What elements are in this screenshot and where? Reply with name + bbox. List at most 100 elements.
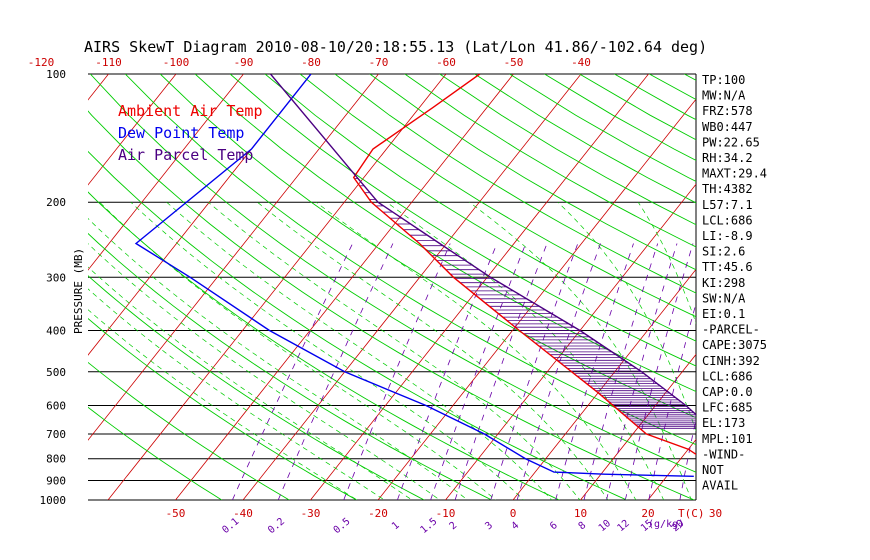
cape-hatching xyxy=(354,178,696,430)
dry-adiabat-line xyxy=(88,110,695,500)
mixing-ratio-tick-label: 4 xyxy=(510,520,522,532)
index-item: TT:45.6 xyxy=(702,260,753,274)
index-item: SI:2.6 xyxy=(702,245,745,259)
moist-adiabat-line xyxy=(166,201,553,500)
dry-adiabat-line xyxy=(334,74,696,294)
moist-adiabat-line xyxy=(315,201,637,500)
dry-adiabat-line xyxy=(159,74,696,419)
moist-adiabat-line xyxy=(557,201,696,432)
index-item: LCL:686 xyxy=(702,369,753,383)
index-item: L57:7.1 xyxy=(702,198,753,212)
pressure-ticks: 100 200 300 400 500 600 700 800 900 1000 xyxy=(40,68,67,507)
mixing-ratio-line xyxy=(232,243,353,500)
moist-adiabat-line xyxy=(88,309,358,500)
index-item: RH:34.2 xyxy=(702,151,753,165)
moist-adiabat-line xyxy=(130,201,525,500)
index-item: MW:N/A xyxy=(702,89,746,103)
mixing-ratio-line xyxy=(277,243,394,500)
mixing-ratio-tick-label: 8 xyxy=(577,520,589,532)
index-item: AVAIL xyxy=(702,479,738,493)
top-temp-tick-label: -110 xyxy=(95,56,122,69)
series-line-dew-point-temp xyxy=(134,74,694,477)
mixing-ratio-line xyxy=(454,243,548,500)
top-temp-tick-label: -80 xyxy=(301,56,321,69)
index-item: LFC:685 xyxy=(702,401,753,415)
dry-adiabat-line xyxy=(299,74,696,318)
isotherm-line xyxy=(445,183,696,500)
mixing-ratio-line xyxy=(430,243,527,500)
isotherm-line xyxy=(88,74,379,441)
mixing-ratio-line xyxy=(490,243,579,500)
index-item: LI:-8.9 xyxy=(702,229,753,243)
mixing-ratio-tick-label: 1 xyxy=(390,520,402,532)
dry-adiabat-line xyxy=(88,150,627,500)
dry-adiabat-line xyxy=(88,275,425,500)
dry-adiabat-line xyxy=(404,74,696,248)
top-temperature-ticks: -120 -110 -100 -90 -80 -70 -60 -50 -40 xyxy=(28,56,591,69)
bottom-temp-tick-label: -10 xyxy=(436,507,456,520)
bottom-temperature-ticks: -50 -40 -30 -20 -10 0 10 20 30 xyxy=(166,507,723,520)
index-item: EL:173 xyxy=(702,416,745,430)
mixing-ratio-line xyxy=(555,243,634,500)
dry-adiabat-line xyxy=(88,361,290,500)
mixing-ratio-line xyxy=(758,244,805,501)
legend-entry: Air Parcel Temp xyxy=(118,146,253,164)
index-item: PW:22.65 xyxy=(702,135,760,149)
pressure-tick-label: 700 xyxy=(46,428,66,441)
index-item: CAPE:3075 xyxy=(702,338,767,352)
y-axis-label: PRESSURE (MB) xyxy=(72,248,85,334)
index-item: EI:0.1 xyxy=(702,307,745,321)
mixing-ratio-tick-label: 0.5 xyxy=(332,516,353,536)
top-temp-tick-label: -40 xyxy=(571,56,591,69)
index-item: -PARCEL- xyxy=(702,323,760,337)
moist-adiabat-line xyxy=(637,202,696,325)
pressure-tick-label: 300 xyxy=(46,271,66,284)
index-item: TP:100 xyxy=(702,73,745,87)
top-temp-tick-label: -50 xyxy=(504,56,524,69)
top-temp-tick-label: -100 xyxy=(163,56,190,69)
legend-entry: Ambient Air Temp xyxy=(118,102,263,120)
isotherm-line xyxy=(88,74,177,186)
bottom-temp-tick-label: 30 xyxy=(709,507,722,520)
isotherm-line xyxy=(580,353,696,500)
moist-adiabat-line xyxy=(386,201,665,500)
dry-adiabat-line xyxy=(194,74,696,393)
legend-entry: Dew Point Temp xyxy=(118,124,244,142)
moist-adiabat-line xyxy=(757,202,803,509)
bottom-temp-tick-label: -30 xyxy=(301,507,321,520)
pressure-tick-label: 200 xyxy=(46,196,66,209)
pressure-tick-label: 1000 xyxy=(40,494,67,507)
moist-adiabat-line xyxy=(88,243,441,500)
top-temp-tick-label: -70 xyxy=(369,56,389,69)
pressure-tick-label: 400 xyxy=(46,325,66,338)
legend: Ambient Air Temp Dew Point Temp Air Parcel… xyxy=(118,102,263,164)
dry-adiabat-line xyxy=(88,232,492,500)
dry-adiabat-line xyxy=(124,74,696,446)
moist-adiabat-line xyxy=(99,201,497,500)
series-line-air-parcel-temp xyxy=(269,74,696,416)
mixing-ratio-line xyxy=(397,243,498,500)
dry-adiabat-line xyxy=(369,74,696,271)
mixing-ratio-line xyxy=(516,243,601,500)
isotherm-line xyxy=(783,74,870,500)
index-item: KI:298 xyxy=(702,276,745,290)
index-item: FRZ:578 xyxy=(702,104,753,118)
mixing-ratio-line xyxy=(343,243,451,500)
background-grid xyxy=(0,74,870,509)
pressure-tick-label: 900 xyxy=(46,475,66,488)
moist-adiabat-line xyxy=(88,288,385,500)
isotherm-line xyxy=(107,74,447,500)
top-temp-tick-label: -120 xyxy=(28,56,55,69)
x-axis-label: T(C) xyxy=(678,507,705,520)
top-temp-tick-label: -60 xyxy=(436,56,456,69)
moist-adiabat-line xyxy=(88,218,469,500)
sounding-series xyxy=(134,74,696,477)
index-item: NOT xyxy=(702,463,724,477)
moist-adiabat-line xyxy=(469,201,692,500)
dry-adiabat-line xyxy=(754,74,870,500)
dry-adiabat-line xyxy=(88,317,357,500)
isotherm-line xyxy=(0,74,41,500)
index-item: CAP:0.0 xyxy=(702,385,753,399)
bottom-temp-tick-label: 0 xyxy=(510,507,517,520)
